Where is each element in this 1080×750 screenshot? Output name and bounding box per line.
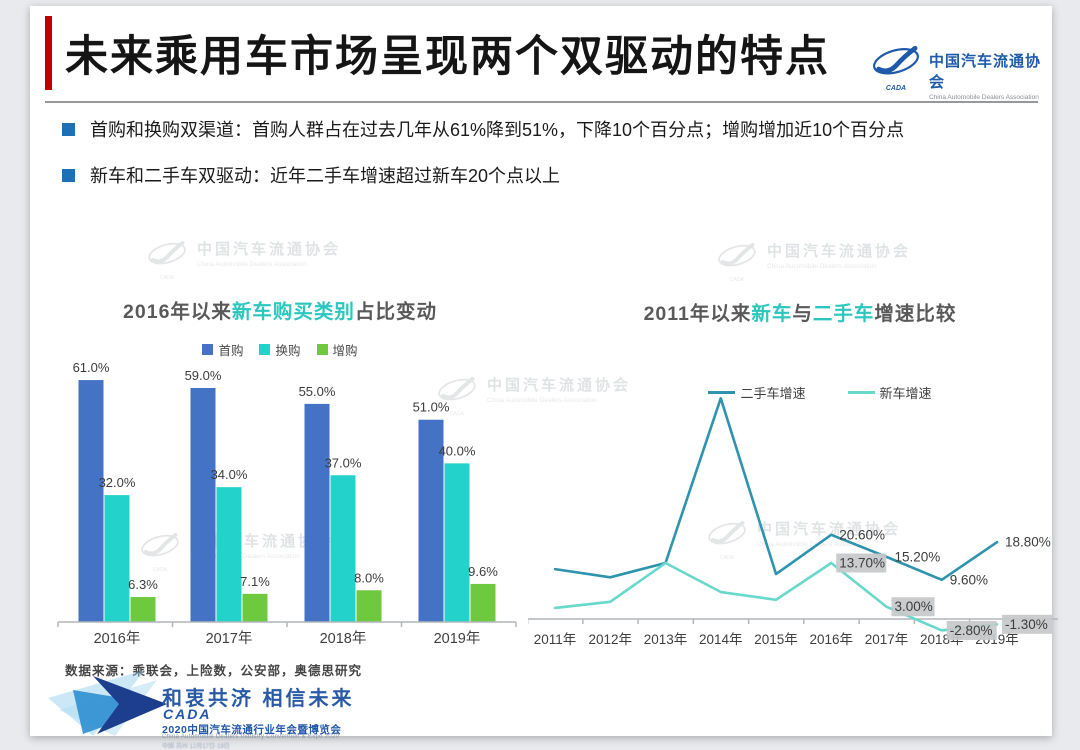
footer-event-name: 2020中国汽车流通行业年会暨博览会 [162,724,342,736]
footer-arrow-graphic [45,668,175,736]
svg-text:-1.30%: -1.30% [1005,617,1048,632]
svg-text:6.3%: 6.3% [128,577,158,592]
legend-swatch-replacement [259,344,271,355]
svg-text:2013年: 2013年 [644,632,688,647]
legend-label: 增购 [332,344,358,358]
title-divider [45,101,1038,103]
svg-text:7.1%: 7.1% [240,574,270,589]
bar-chart: 61.0% 59.0% 55.0% 51.0% 32.0% 34.0% 37.0% 40.0%… [57,360,517,647]
legend-swatch-first-purchase [202,344,214,355]
cada-abbr-label: CADA [885,85,907,92]
footer-cada-brand: CADA [163,706,212,722]
svg-text:2016年: 2016年 [94,630,141,647]
svg-text:2014年: 2014年 [699,632,743,647]
bullet-text: 首购和换购双渠道：首购人群占在过去几年从61%降到51%，下降10个百分点；增购… [90,120,905,140]
svg-text:13.70%: 13.70% [839,556,885,571]
legend-label: 换购 [275,344,301,358]
title-part: 与 [792,303,813,325]
svg-text:40.0%: 40.0% [439,443,476,458]
cada-swoosh-icon [873,45,919,75]
title-part: 2016年以来 [123,301,232,323]
line-chart-title: 2011年以来新车与二手车增速比较 [590,297,1010,326]
svg-text:32.0%: 32.0% [99,475,136,490]
svg-text:34.0%: 34.0% [211,467,248,482]
svg-text:37.0%: 37.0% [325,455,362,470]
line-chart-legend: 二手车增速 新车增速 [640,383,1000,402]
svg-text:59.0%: 59.0% [185,368,222,383]
bullet-text: 新车和二手车双驱动：近年二手车增速超过新车20个点以上 [90,166,561,186]
legend-swatch-additional [316,344,328,355]
svg-text:8.0%: 8.0% [354,570,384,585]
svg-text:9.6%: 9.6% [468,564,498,579]
title-part: 2011年以来 [643,303,752,325]
slide: 未来乘用车市场呈现两个双驱动的特点 CADA 中国汽车流通协会 China Au… [30,6,1058,750]
title-accent-bar [45,16,52,90]
cada-watermark: CADA 中国汽车流通协会 China Automobile Dealers As… [715,240,911,283]
svg-text:2018年: 2018年 [320,630,367,647]
svg-text:2016年: 2016年 [809,632,853,647]
title-part-highlight: 新车 [751,303,793,325]
bullet-item: 首购和换购双渠道：首购人群占在过去几年从61%降到51%，下降10个百分点；增购… [62,118,1042,142]
bullet-marker [62,123,75,136]
bullet-marker [62,169,75,182]
cada-watermark: CADA 中国汽车流通协会 China Automobile Dealers As… [145,238,341,281]
svg-text:18.80%: 18.80% [1005,535,1051,550]
bar-chart-title: 2016年以来新车购买类别占比变动 [60,295,500,324]
title-part-highlight: 新车购买类别 [231,301,355,323]
data-source-note: 数据来源：乘联会，上险数，公安部，奥德思研究 [65,664,363,678]
svg-text:-2.80%: -2.80% [950,623,993,638]
org-name-cn: 中国汽车流通协会 [929,53,1042,91]
footer-event-detail: 中国·苏州 12月17日-19日 [162,744,230,750]
legend-label: 二手车增速 [740,386,806,401]
legend-line-new-car [847,390,875,395]
svg-text:61.0%: 61.0% [73,360,110,375]
title-part: 占比变动 [354,301,437,323]
legend-label: 新车增速 [879,386,932,401]
cada-logo: CADA 中国汽车流通协会 China Automobile Dealers A… [870,42,1052,101]
svg-text:2019年: 2019年 [434,630,481,647]
svg-text:3.00%: 3.00% [895,599,933,614]
svg-text:15.20%: 15.20% [895,549,941,564]
legend-label: 首购 [218,344,244,358]
line-chart: 2011年 2012年 2013年 2014年 2015年 2016年 2017年 2018年… [528,397,1058,647]
svg-text:9.60%: 9.60% [950,572,988,587]
svg-text:55.0%: 55.0% [299,384,336,399]
org-name-en: China Automobile Dealers Association [929,94,1039,101]
svg-text:51.0%: 51.0% [413,400,450,415]
svg-text:2015年: 2015年 [754,632,798,647]
svg-text:2012年: 2012年 [588,632,632,647]
bullet-item: 新车和二手车双驱动：近年二手车增速超过新车20个点以上 [62,164,1042,188]
bar-chart-legend: 首购 换购 增购 [60,340,500,359]
page-title: 未来乘用车市场呈现两个双驱动的特点 [65,33,830,81]
title-part: 增速比较 [874,303,957,325]
legend-line-used-car [708,390,736,395]
svg-text:2017年: 2017年 [865,632,909,647]
svg-text:2017年: 2017年 [206,630,253,647]
title-part-highlight: 二手车 [812,303,875,325]
svg-text:20.60%: 20.60% [839,527,885,542]
svg-text:2011年: 2011年 [534,632,577,647]
footer-slogan: 和衷共济 相信未来 [162,688,355,710]
footer-event-name-en: China Automobile Dealers Industry Conven… [162,734,340,740]
